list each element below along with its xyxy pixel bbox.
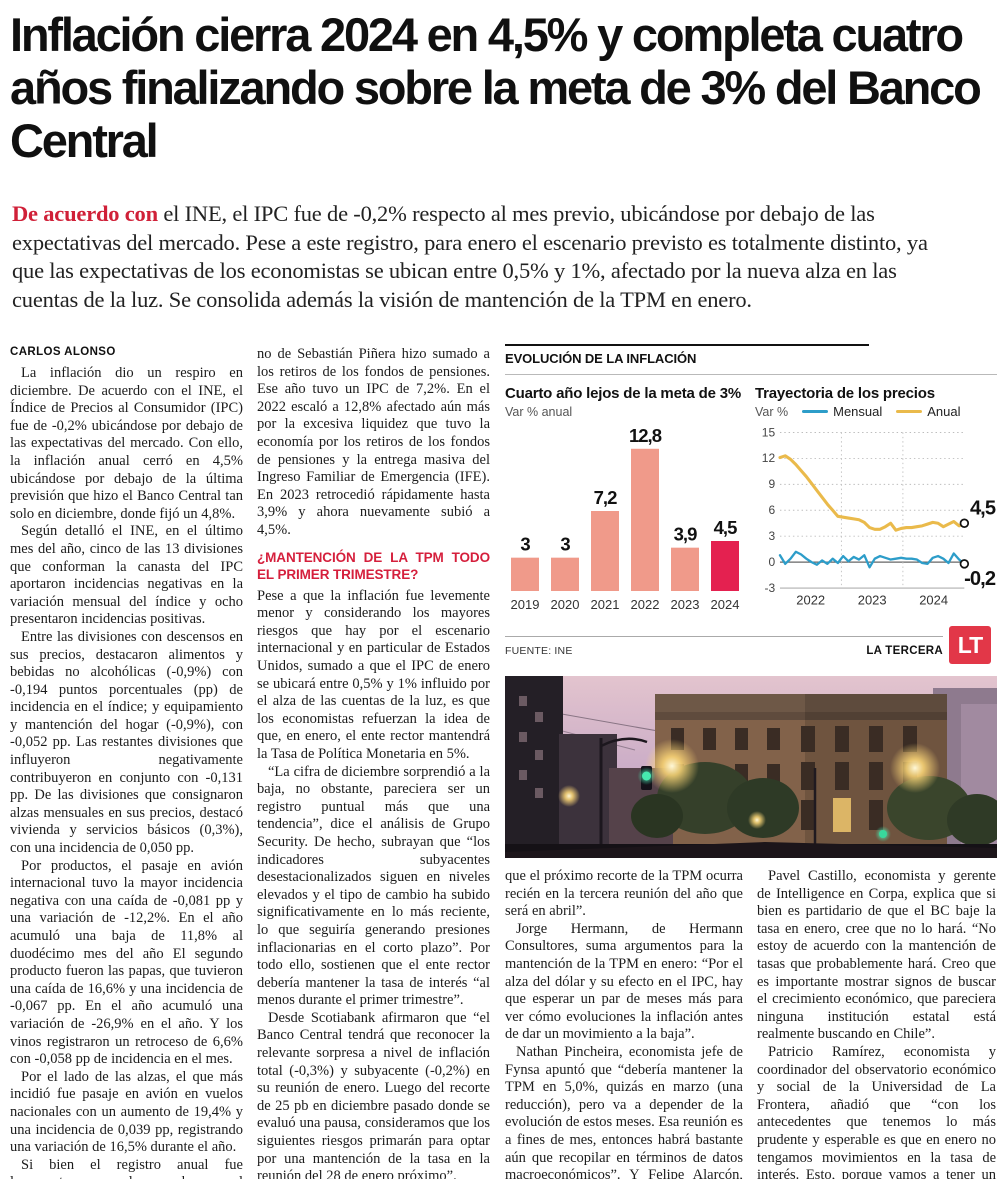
body-paragraph: Entre las divisiones con descensos en su… <box>10 628 243 857</box>
body-paragraph: Pese a que la inflación fue levemente me… <box>257 587 490 762</box>
svg-text:2019: 2019 <box>511 597 540 612</box>
column-3-text: que el próximo recorte de la TPM ocurra … <box>505 868 743 1179</box>
column-4-text: Pavel Castillo, economista y gerente de … <box>757 868 996 1179</box>
line-chart-plot: 15 12 9 6 3 0 -3 2022 2023 2024 4,5 -0,2 <box>762 425 997 607</box>
svg-text:12,8: 12,8 <box>629 425 662 446</box>
body-paragraph: Si bien el registro anual fue levemente … <box>10 1156 243 1179</box>
body-paragraph: Por el lado de las alzas, el que más inc… <box>10 1068 243 1156</box>
body-paragraph: Nathan Pincheira, economista jefe de Fyn… <box>505 1043 743 1179</box>
body-paragraph: Patricio Ramírez, economista y coordinad… <box>757 1043 996 1179</box>
kicker-rule <box>505 344 870 346</box>
svg-text:2022: 2022 <box>796 592 825 607</box>
body-paragraph: Jorge Hermann, de Hermann Consultores, s… <box>505 920 743 1043</box>
body-paragraph: Por productos, el pasaje en avión intern… <box>10 857 243 1068</box>
infographic-block: EVOLUCIÓN DE LA INFLACIÓN Cuarto año lej… <box>505 344 997 680</box>
anual-swatch-icon <box>896 409 923 414</box>
svg-text:4,5: 4,5 <box>714 517 737 538</box>
bar-chart-title: Cuarto año lejos de la meta de 3% <box>505 385 741 402</box>
svg-text:6: 6 <box>768 503 775 517</box>
legend-item-mensual: Mensual <box>802 404 882 419</box>
svg-text:3: 3 <box>768 529 775 543</box>
bar-chart: Cuarto año lejos de la meta de 3% Var % … <box>505 385 745 624</box>
lede-lead-in: De acuerdo con <box>12 201 158 226</box>
source-label: FUENTE: INE <box>505 645 573 657</box>
svg-text:0: 0 <box>768 555 775 569</box>
body-paragraph: Desde Scotiabank afirmaron que “el Banco… <box>257 1009 490 1179</box>
svg-text:-3: -3 <box>764 581 775 595</box>
column-1-text: La inflación dio un respiro en diciembre… <box>10 365 243 1179</box>
divider <box>505 374 997 375</box>
legend-label-anual: Anual <box>927 404 961 419</box>
body-column-1: CARLOS ALONSO La inflación dio un respir… <box>10 346 243 1179</box>
body-column-3: que el próximo recorte de la TPM ocurra … <box>505 868 743 1179</box>
bar-chart-subtitle: Var % anual <box>505 405 573 419</box>
line-chart-subtitle: Var % <box>755 404 789 419</box>
lede-paragraph: De acuerdo con el INE, el IPC fue de -0,… <box>12 200 950 314</box>
footer-rule <box>505 636 943 637</box>
body-paragraph: La inflación dio un respiro en diciembre… <box>10 365 243 522</box>
bar-chart-plot: 3 2019 3 2020 7,2 2021 12,8 2022 3,9 2023 4,5 2024 <box>511 425 740 612</box>
street-photo-illustration <box>505 676 997 858</box>
street-photo <box>505 676 997 858</box>
legend-label-mensual: Mensual <box>833 404 883 419</box>
svg-text:2024: 2024 <box>711 597 740 612</box>
section-heading: ¿MANTENCIÓN DE LA TPM TODO EL PRIMER TRI… <box>257 549 490 583</box>
line-chart: Trayectoria de los precios Var % Mensual… <box>755 385 997 624</box>
body-paragraph: que el próximo recorte de la TPM ocurra … <box>505 868 743 920</box>
svg-text:2023: 2023 <box>671 597 700 612</box>
svg-text:2023: 2023 <box>858 592 887 607</box>
page-title: Inflación cierra 2024 en 4,5% y completa… <box>10 8 982 168</box>
svg-text:9: 9 <box>768 477 775 491</box>
svg-text:7,2: 7,2 <box>594 487 617 508</box>
svg-text:4,5: 4,5 <box>970 498 996 520</box>
svg-text:2021: 2021 <box>591 597 620 612</box>
body-paragraph: Pavel Castillo, economista y gerente de … <box>757 868 996 1043</box>
body-column-2: no de Sebastián Piñera hizo sumado a los… <box>257 346 490 1179</box>
svg-text:3,9: 3,9 <box>674 524 697 545</box>
body-paragraph: no de Sebastián Piñera hizo sumado a los… <box>257 346 490 538</box>
la-tercera-logo: LT <box>949 626 991 664</box>
body-column-4: Pavel Castillo, economista y gerente de … <box>757 868 996 1179</box>
byline: CARLOS ALONSO <box>10 346 116 358</box>
column-2-text: no de Sebastián Piñera hizo sumado a los… <box>257 346 490 1179</box>
svg-text:2020: 2020 <box>551 597 580 612</box>
svg-text:3: 3 <box>520 534 530 555</box>
infographic-kicker: EVOLUCIÓN DE LA INFLACIÓN <box>505 351 697 366</box>
body-paragraph: Según detalló el INE, en el último mes d… <box>10 523 243 628</box>
svg-text:12: 12 <box>762 451 776 465</box>
mensual-swatch-icon <box>802 409 829 414</box>
svg-text:3: 3 <box>560 534 570 555</box>
lede-text: el INE, el IPC fue de -0,2% respecto al … <box>12 201 928 312</box>
line-chart-title: Trayectoria de los precios <box>755 385 935 402</box>
legend-item-anual: Anual <box>896 404 961 419</box>
svg-text:2022: 2022 <box>631 597 660 612</box>
infographic-footer: FUENTE: INE LA TERCERA LT <box>505 626 997 680</box>
svg-text:15: 15 <box>762 425 776 439</box>
body-paragraph: “La cifra de diciembre sorprendió a la b… <box>257 763 490 1009</box>
svg-text:-0,2: -0,2 <box>964 568 996 590</box>
svg-text:2024: 2024 <box>919 592 948 607</box>
credit-label: LA TERCERA <box>866 645 943 657</box>
